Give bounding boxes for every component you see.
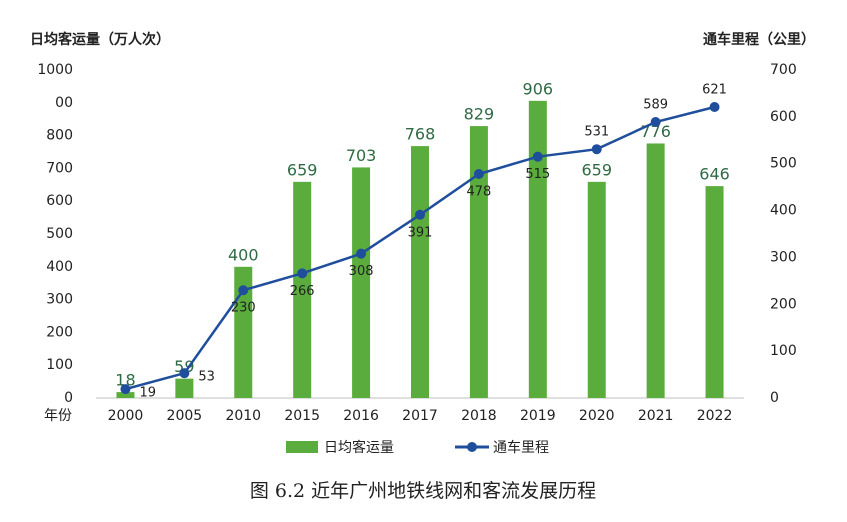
bar-value-label: 659 — [581, 160, 612, 179]
line-value-label: 53 — [198, 370, 215, 385]
legend-label: 日均客运量 — [324, 439, 394, 456]
bar-value-label: 906 — [523, 79, 554, 98]
line-marker — [473, 169, 484, 180]
line-marker — [532, 151, 543, 162]
x-tick-label: 2000 — [108, 408, 144, 424]
legend-label: 通车里程 — [493, 439, 549, 456]
bar — [234, 266, 253, 398]
line-marker — [709, 102, 720, 113]
line-value-label: 478 — [466, 185, 491, 200]
x-tick-label: 2022 — [697, 408, 733, 424]
y-tick-label: 800 — [46, 128, 73, 144]
x-tick-label: 2010 — [225, 408, 261, 424]
line-value-label: 531 — [584, 125, 609, 140]
caption: 图 6.2 近年广州地铁线网和客流发展历程 — [250, 480, 596, 502]
bar-value-label: 659 — [287, 160, 318, 179]
line-value-label: 19 — [139, 386, 156, 401]
y2-axis-title: 通车里程（公里） — [703, 31, 815, 48]
line-marker — [650, 117, 661, 128]
line-marker — [415, 209, 425, 220]
bar-value-label: 829 — [464, 105, 495, 124]
y-axis-title: 日均客运量（万人次） — [30, 31, 170, 48]
y-tick-label: 1000 — [37, 62, 73, 78]
line-marker — [179, 368, 190, 379]
bar-value-label: 59 — [174, 357, 194, 376]
line-value-label: 308 — [349, 264, 374, 279]
bar — [293, 181, 312, 398]
bar-value-label: 768 — [405, 125, 436, 144]
bar — [705, 186, 724, 398]
y-tick-label: 500 — [46, 226, 73, 242]
line-value-label: 515 — [525, 167, 550, 182]
x-tick-label: 2005 — [167, 408, 203, 424]
bar — [587, 181, 606, 398]
y-tick-label: 700 — [46, 160, 73, 176]
y2-tick-label: 300 — [770, 249, 797, 265]
bar — [469, 126, 488, 398]
legend-swatch-marker — [467, 442, 477, 452]
line-value-label: 391 — [408, 225, 433, 240]
line-value-label: 621 — [702, 83, 727, 98]
x-tick-label: 2017 — [402, 408, 438, 424]
y2-tick-label: 700 — [770, 62, 797, 78]
y2-tick-label: 500 — [770, 156, 797, 172]
y-tick-label: 100 — [46, 357, 73, 373]
x-tick-label: 2019 — [520, 408, 556, 424]
bar — [528, 100, 547, 398]
line-marker — [591, 144, 602, 155]
legend-swatch — [286, 441, 318, 453]
x-tick-label: 2021 — [638, 408, 674, 424]
y-tick-label: 0 — [64, 390, 73, 406]
y2-tick-label: 600 — [770, 109, 797, 125]
x-tick-label: 2015 — [284, 408, 320, 424]
x-tick-label: 2016 — [343, 408, 379, 424]
line-value-label: 589 — [643, 98, 668, 113]
x-axis-title: 年份 — [44, 408, 72, 424]
y-tick-label: 600 — [46, 193, 73, 209]
bar-value-label: 18 — [115, 371, 135, 390]
bar-value-label: 400 — [228, 245, 259, 264]
y-tick-label: 200 — [46, 324, 73, 340]
y-tick-label: 00 — [55, 95, 73, 111]
line-marker — [297, 268, 308, 279]
x-tick-label: 2018 — [461, 408, 497, 424]
y2-tick-label: 400 — [770, 203, 797, 219]
y-tick-label: 300 — [46, 292, 73, 308]
line-value-label: 266 — [290, 284, 315, 299]
bar — [116, 392, 135, 398]
bar-value-label: 703 — [346, 146, 377, 165]
line-marker — [238, 285, 249, 296]
line-marker — [120, 384, 131, 395]
y-tick-label: 400 — [46, 259, 73, 275]
y2-tick-label: 200 — [770, 296, 797, 312]
bar — [352, 167, 371, 398]
bar — [175, 378, 194, 398]
y2-tick-label: 100 — [770, 343, 797, 359]
x-tick-label: 2020 — [579, 408, 615, 424]
bar-value-label: 646 — [699, 165, 730, 184]
line-value-label: 230 — [231, 301, 256, 316]
line-marker — [356, 248, 367, 259]
bar — [411, 146, 429, 398]
y2-tick-label: 0 — [770, 390, 779, 406]
bar — [646, 143, 665, 398]
